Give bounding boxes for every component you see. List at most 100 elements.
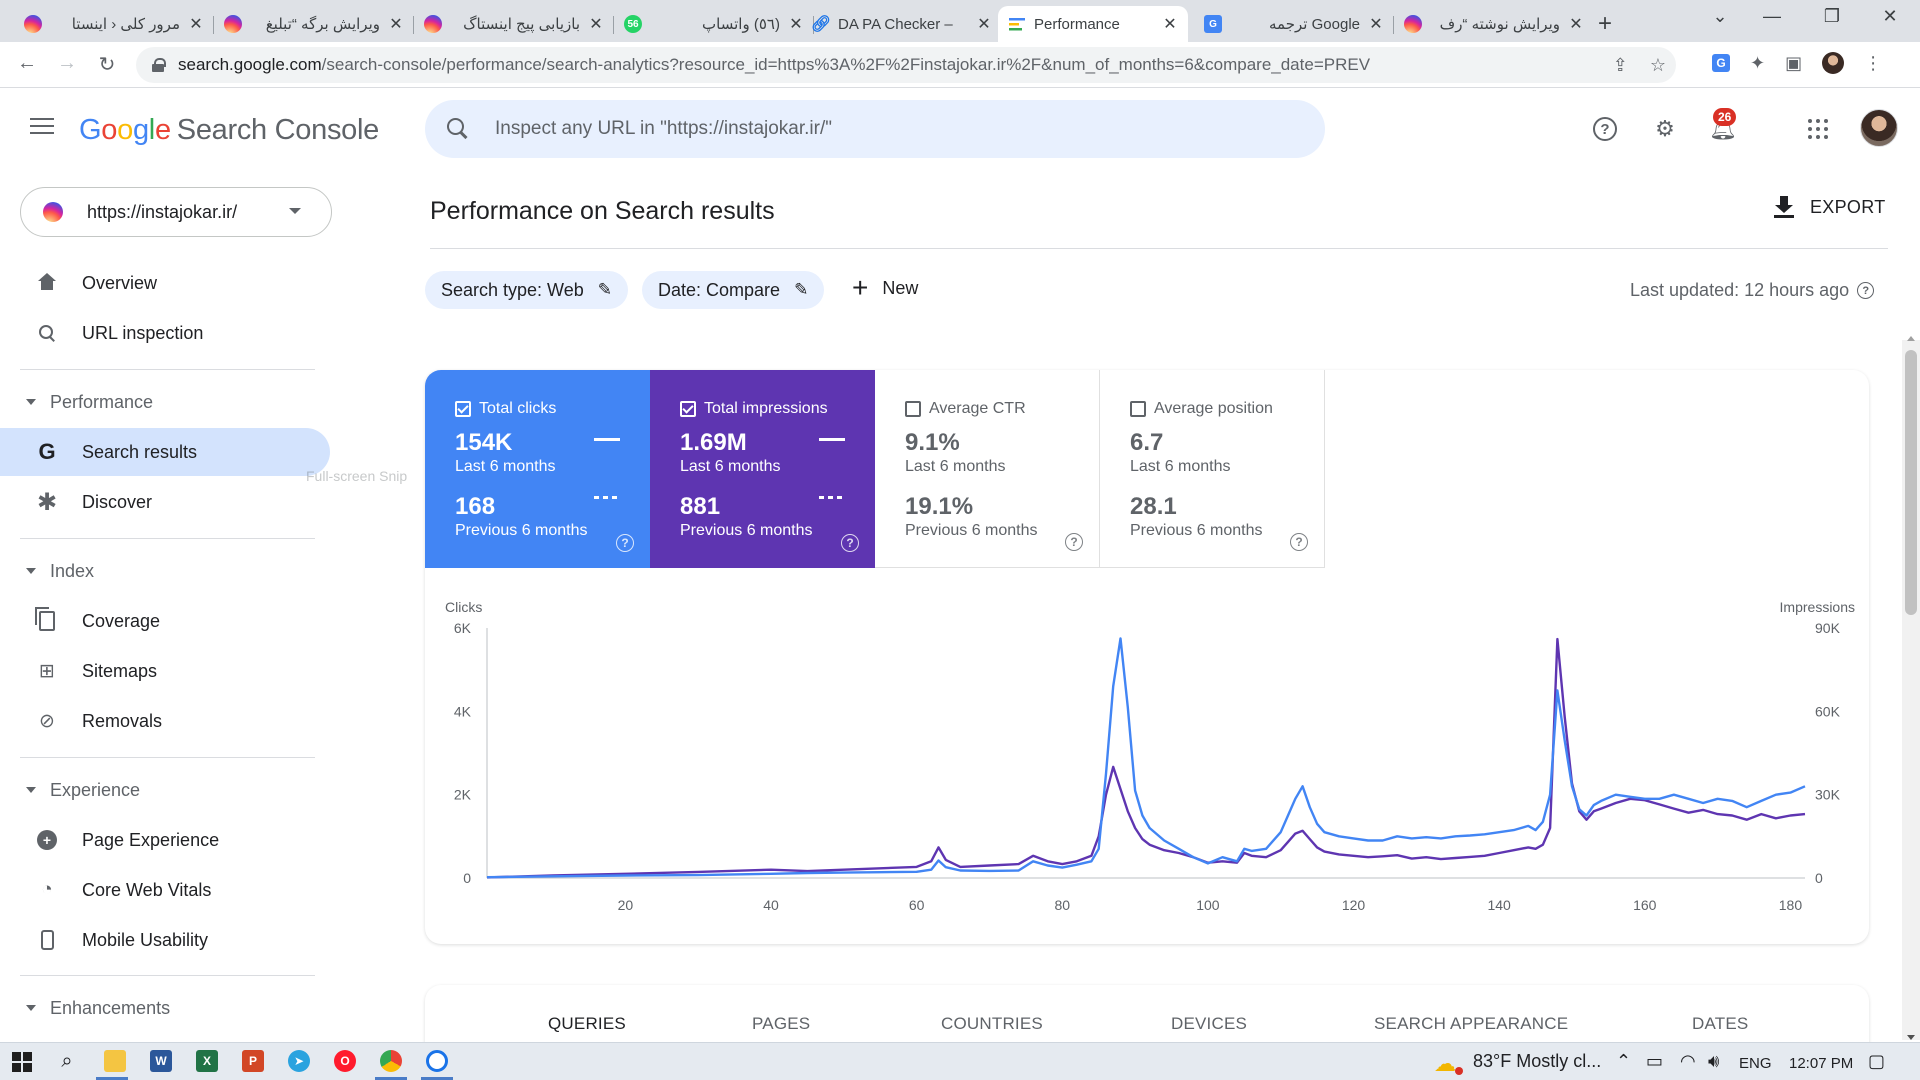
filter-chip-date[interactable]: Date: Compare ✎ (642, 271, 825, 309)
browser-tab-3[interactable]: بازیابی پیج اینستاگ ✕ (414, 6, 614, 42)
tab-dates[interactable]: DATES (1692, 1014, 1749, 1033)
share-icon[interactable]: ⇪ (1612, 55, 1628, 75)
reload-icon[interactable]: ↻ (98, 54, 116, 76)
bookmark-star-icon[interactable]: ☆ (1649, 55, 1666, 75)
metric-card-average-position[interactable]: Average position 6.7 Last 6 months 28.1 … (1100, 370, 1325, 568)
help-icon[interactable]: ? (1857, 282, 1875, 299)
sidebar-item-mobile-usability[interactable]: Mobile Usability (0, 916, 330, 964)
sidebar-item-url-inspection[interactable]: URL inspection (0, 309, 330, 357)
browser-tab-2[interactable]: ویرایش برگه “تبلیغ ✕ (214, 6, 414, 42)
help-icon[interactable]: ? (1065, 533, 1083, 551)
telegram-icon[interactable]: ➤ (288, 1050, 310, 1072)
close-tab-icon[interactable]: ✕ (189, 16, 203, 33)
settings-users-icon[interactable]: ⚙ (1655, 116, 1675, 141)
tab-search-chevron-icon[interactable]: ⌄ (1712, 6, 1728, 26)
browser-tab-1[interactable]: مرور کلی ‹ اینستا ✕ (14, 6, 214, 42)
close-tab-icon[interactable]: ✕ (789, 16, 803, 33)
clock[interactable]: 12:07 PM (1789, 1055, 1854, 1072)
sidebar-item-removals[interactable]: ⊘ Removals (0, 697, 330, 745)
sidebar-item-core-web-vitals[interactable]: ◔ Core Web Vitals (0, 866, 330, 914)
close-tab-icon[interactable]: ✕ (389, 16, 403, 33)
extensions-puzzle-icon[interactable]: ✦ (1750, 52, 1766, 73)
checkbox-unchecked-icon[interactable] (905, 401, 921, 417)
checkbox-checked-icon[interactable] (680, 401, 696, 417)
browser-tab-7[interactable]: G Google ترجمه ✕ (1194, 6, 1394, 42)
sidebar-section-index[interactable]: Index (0, 551, 330, 591)
help-icon[interactable]: ? (841, 534, 859, 552)
close-tab-icon[interactable]: ✕ (977, 16, 991, 33)
url-inspection-search[interactable] (425, 100, 1325, 158)
sidebar-section-experience[interactable]: Experience (0, 770, 330, 810)
weather-icon[interactable]: ☁ (1434, 1051, 1456, 1076)
browser-tab-8[interactable]: ویرایش نوشته “رف ✕ (1394, 6, 1594, 42)
powerpoint-icon[interactable]: P (242, 1050, 264, 1072)
page-scrollbar[interactable] (1902, 336, 1920, 1040)
metric-card-total-impressions[interactable]: Total impressions 1.69M Last 6 months 88… (650, 370, 875, 568)
google-apps-icon[interactable] (1808, 119, 1828, 139)
sidebar-item-overview[interactable]: Overview (0, 259, 330, 307)
browser-tab-5[interactable]: 🔗︎ DA PA Checker – ✕ (802, 6, 1002, 42)
excel-icon[interactable]: X (196, 1050, 218, 1072)
google-search-console-logo[interactable]: Google Search Console (79, 114, 379, 147)
tab-search-appearance[interactable]: SEARCH APPEARANCE (1374, 1014, 1569, 1033)
battery-icon[interactable]: ▭ (1646, 1051, 1664, 1071)
hamburger-menu-icon[interactable] (30, 118, 54, 136)
account-avatar[interactable] (1860, 109, 1898, 147)
weather-text[interactable]: 83°F Mostly cl... (1473, 1051, 1602, 1071)
scroll-down-arrow-icon[interactable] (1907, 1035, 1915, 1040)
close-tab-icon[interactable]: ✕ (1163, 16, 1177, 33)
browser-menu-icon[interactable]: ⋮ (1864, 52, 1883, 73)
profile-avatar-icon[interactable] (1822, 52, 1845, 74)
help-icon[interactable]: ? (1590, 114, 1620, 144)
google-translate-extension-icon[interactable]: G (1712, 54, 1730, 72)
action-center-icon[interactable]: ▢ (1868, 1051, 1886, 1071)
export-button[interactable]: EXPORT (1774, 196, 1886, 218)
help-icon[interactable]: ? (616, 534, 634, 552)
side-panel-icon[interactable]: ▣ (1785, 52, 1803, 73)
scroll-up-arrow-icon[interactable] (1907, 336, 1915, 341)
close-tab-icon[interactable]: ✕ (1569, 16, 1583, 33)
sidebar-item-page-experience[interactable]: + Page Experience (0, 816, 330, 864)
sidebar-section-enhancements[interactable]: Enhancements (0, 988, 330, 1028)
back-arrow-icon[interactable]: ← (17, 52, 37, 74)
metric-card-total-clicks[interactable]: Total clicks 154K Last 6 months 168 Prev… (425, 370, 650, 568)
file-explorer-icon[interactable] (104, 1050, 126, 1072)
tab-countries[interactable]: COUNTRIES (941, 1014, 1043, 1033)
checkbox-checked-icon[interactable] (455, 401, 471, 417)
checkbox-unchecked-icon[interactable] (1130, 401, 1146, 417)
sidebar-section-performance[interactable]: Performance (0, 382, 330, 422)
sidebar-item-search-results[interactable]: G Search results (0, 428, 330, 476)
windows-start-icon[interactable] (12, 1052, 32, 1072)
inspect-url-input[interactable] (495, 118, 1255, 140)
metric-card-average-ctr[interactable]: Average CTR 9.1% Last 6 months 19.1% Pre… (875, 370, 1100, 568)
volume-icon[interactable]: 🔊︎ (1708, 1051, 1720, 1071)
filter-chip-search-type[interactable]: Search type: Web ✎ (425, 271, 628, 309)
circle-app-icon[interactable] (426, 1050, 448, 1072)
language-indicator[interactable]: ENG (1739, 1055, 1772, 1072)
url-field[interactable]: search.google.com/search-console/perform… (136, 47, 1676, 83)
close-tab-icon[interactable]: ✕ (1369, 16, 1383, 33)
sidebar-item-discover[interactable]: ✱ Discover (0, 478, 330, 526)
tab-queries[interactable]: QUERIES (548, 1014, 626, 1033)
wifi-icon[interactable]: ◠ (1680, 1051, 1696, 1071)
sidebar-item-coverage[interactable]: Coverage (0, 597, 330, 645)
close-window-icon[interactable]: ✕ (1882, 6, 1898, 26)
scrollbar-thumb[interactable] (1905, 350, 1917, 615)
help-icon[interactable]: ? (1290, 533, 1308, 551)
forward-arrow-icon[interactable]: → (57, 52, 77, 74)
word-icon[interactable]: W (150, 1050, 172, 1072)
search-icon[interactable]: ⌕ (61, 1049, 73, 1072)
tray-chevron-icon[interactable]: ⌃ (1616, 1051, 1632, 1071)
tab-devices[interactable]: DEVICES (1171, 1014, 1248, 1033)
minimize-window-icon[interactable]: — (1763, 6, 1781, 26)
new-tab-button[interactable]: + (1598, 10, 1613, 37)
sidebar-item-sitemaps[interactable]: ⊞ Sitemaps (0, 647, 330, 695)
new-filter-button[interactable]: + New (852, 274, 918, 302)
browser-tab-6[interactable]: Performance ✕ (998, 6, 1188, 42)
close-tab-icon[interactable]: ✕ (589, 16, 603, 33)
property-selector[interactable]: https://instajokar.ir/ (20, 187, 332, 237)
opera-icon[interactable]: O (334, 1050, 356, 1072)
browser-tab-4[interactable]: 56 (٥٦) واتساپ ✕ (614, 6, 814, 42)
tab-pages[interactable]: PAGES (752, 1014, 811, 1033)
chrome-icon[interactable] (380, 1050, 402, 1072)
